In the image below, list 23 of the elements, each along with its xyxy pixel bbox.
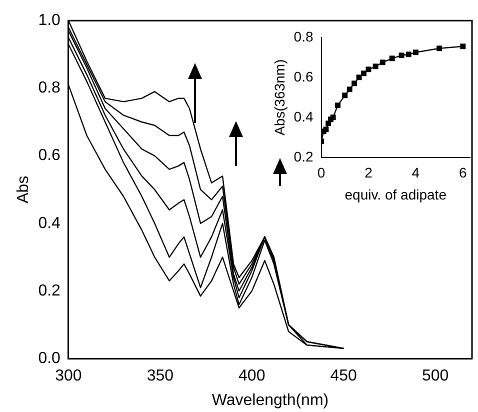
y-tick-label: 0.2 (294, 148, 314, 164)
y-tick-label: 0.8 (294, 28, 314, 44)
x-tick-label: 350 (146, 368, 174, 385)
y-tick-label: 0.4 (38, 214, 61, 232)
x-axis-title: equiv. of adipate (344, 186, 447, 202)
y-tick-label: 0.6 (38, 147, 61, 164)
x-tick-label: 300 (55, 368, 82, 385)
x-tick-label: 6 (459, 164, 468, 181)
x-tick-label: 2 (364, 164, 373, 181)
x-tick-label: 0 (317, 164, 326, 181)
y-tick-label: 0.6 (294, 68, 314, 84)
y-tick-label: 0.2 (38, 282, 61, 300)
y-axis-title: Abs (15, 176, 32, 204)
y-tick-label: 0.0 (38, 350, 61, 368)
x-tick-label: 4 (412, 164, 420, 181)
x-tick-label: 500 (422, 368, 449, 385)
y-tick-label: 1.0 (38, 12, 61, 30)
x-tick-label: 400 (238, 368, 266, 385)
y-tick-label: 0.8 (38, 80, 61, 97)
y-tick-label: 0.4 (294, 108, 314, 124)
y-axis-title: Abs(363nm) (271, 59, 288, 136)
x-axis-title: Wavelength(nm) (212, 392, 329, 409)
x-tick-label: 450 (330, 368, 358, 385)
